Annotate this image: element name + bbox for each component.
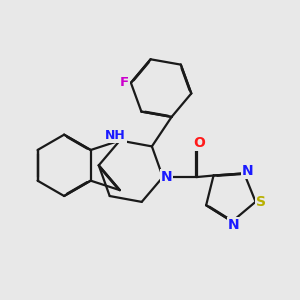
- Text: NH: NH: [105, 128, 126, 142]
- Text: N: N: [242, 164, 254, 178]
- Text: S: S: [256, 195, 266, 209]
- Text: N: N: [161, 170, 172, 184]
- Text: N: N: [228, 218, 239, 232]
- Text: O: O: [193, 136, 205, 150]
- Text: F: F: [120, 76, 129, 89]
